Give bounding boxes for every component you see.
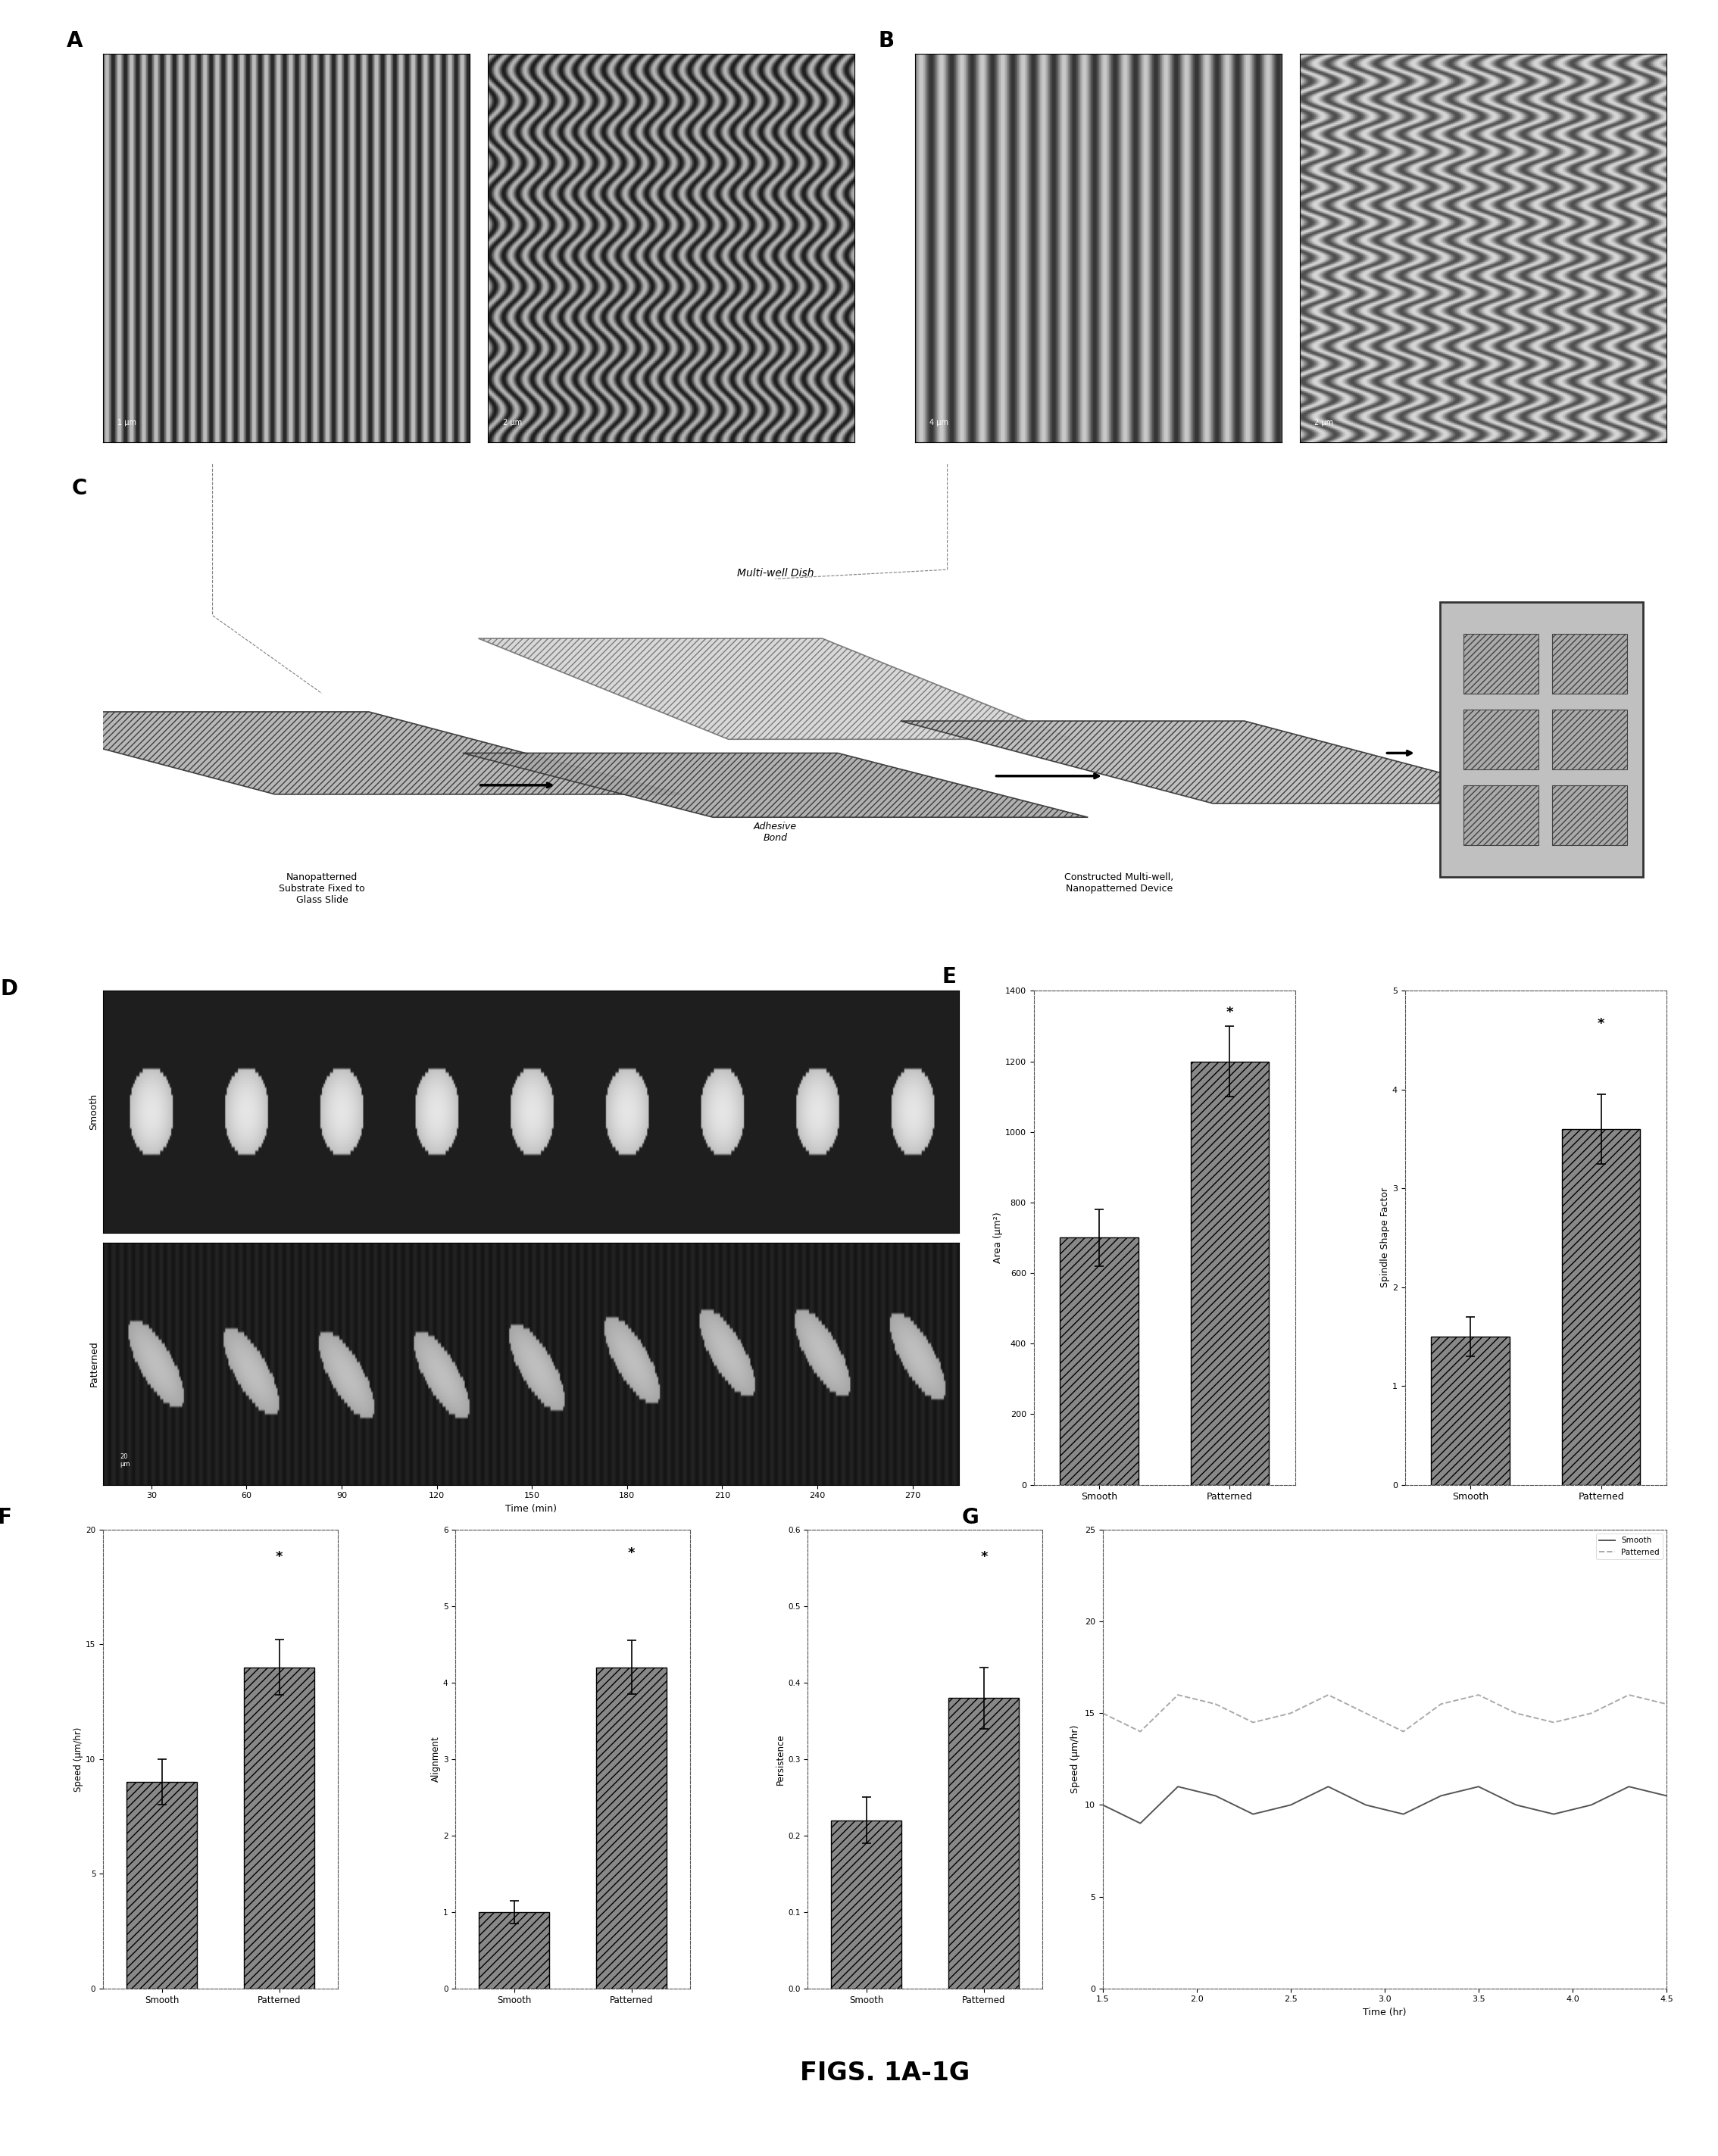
Patterned <box>1618 1682 1639 1708</box>
Patterned <box>1581 1701 1601 1727</box>
Patterned <box>1505 1701 1527 1727</box>
Bar <box>127 1783 198 1988</box>
Text: Constructed Multi-well,
Nanopatterned Device: Constructed Multi-well, Nanopatterned De… <box>1065 873 1173 893</box>
Text: A: A <box>67 30 82 52</box>
Y-axis label: Persistence: Persistence <box>777 1733 785 1785</box>
Text: *: * <box>629 1546 636 1561</box>
Bar <box>596 1667 667 1988</box>
Text: *: * <box>275 1550 283 1565</box>
Text: B: B <box>878 30 893 52</box>
Bar <box>1464 709 1538 770</box>
Text: 2 μm: 2 μm <box>1314 418 1333 427</box>
Bar <box>1562 1130 1641 1485</box>
Patterned <box>1318 1682 1338 1708</box>
Patterned <box>1206 1690 1227 1716</box>
Polygon shape <box>0 711 682 793</box>
Bar <box>1060 1238 1139 1485</box>
Bar <box>479 1912 550 1988</box>
Y-axis label: Smooth: Smooth <box>89 1093 100 1130</box>
Smooth <box>1168 1774 1189 1800</box>
Patterned <box>1130 1718 1151 1744</box>
Bar <box>1553 785 1627 845</box>
Text: Adhesive
Bond: Adhesive Bond <box>754 821 797 843</box>
Y-axis label: Alignment: Alignment <box>431 1736 442 1783</box>
Text: G: G <box>962 1507 979 1529</box>
Smooth <box>1093 1792 1113 1818</box>
Text: 4 μm: 4 μm <box>929 418 948 427</box>
Polygon shape <box>478 638 1072 740</box>
Text: FIGS. 1A-1G: FIGS. 1A-1G <box>801 2061 969 2085</box>
Bar <box>1431 1337 1510 1485</box>
Smooth <box>1242 1800 1263 1826</box>
Bar <box>1553 709 1627 770</box>
Text: *: * <box>981 1550 988 1565</box>
Text: C: C <box>72 479 88 498</box>
Bar <box>948 1699 1019 1988</box>
Bar <box>1464 634 1538 694</box>
Polygon shape <box>462 752 1087 817</box>
Patterned <box>1168 1682 1189 1708</box>
Patterned <box>1469 1682 1490 1708</box>
Y-axis label: Speed (μm/hr): Speed (μm/hr) <box>74 1727 84 1792</box>
Smooth <box>1505 1792 1527 1818</box>
Patterned <box>1431 1690 1452 1716</box>
Smooth <box>1393 1800 1414 1826</box>
Bar <box>1191 1061 1270 1485</box>
Smooth <box>1206 1783 1227 1809</box>
Y-axis label: Speed (μm/hr): Speed (μm/hr) <box>1070 1725 1081 1794</box>
X-axis label: Time (min): Time (min) <box>505 1505 557 1514</box>
Text: F: F <box>0 1507 12 1529</box>
X-axis label: Time (hr): Time (hr) <box>1362 2007 1407 2018</box>
Bar <box>1440 602 1642 877</box>
Patterned <box>1543 1710 1563 1736</box>
Patterned <box>1356 1701 1376 1727</box>
Patterned <box>1242 1710 1263 1736</box>
Text: D: D <box>0 979 17 1000</box>
Bar <box>244 1667 314 1988</box>
Patterned <box>1656 1690 1677 1716</box>
Bar <box>1553 634 1627 694</box>
Smooth <box>1581 1792 1601 1818</box>
Smooth <box>1543 1800 1563 1826</box>
Smooth <box>1618 1774 1639 1800</box>
Y-axis label: Area (μm²): Area (μm²) <box>993 1212 1003 1263</box>
Legend: Smooth, Patterned: Smooth, Patterned <box>1596 1533 1663 1559</box>
Patterned <box>1280 1701 1301 1727</box>
Text: Multi-well Dish: Multi-well Dish <box>737 569 814 578</box>
Smooth <box>1318 1774 1338 1800</box>
Smooth <box>1469 1774 1490 1800</box>
Text: Nanopatterned
Substrate Fixed to
Glass Slide: Nanopatterned Substrate Fixed to Glass S… <box>278 873 364 906</box>
Smooth <box>1431 1783 1452 1809</box>
Bar <box>1464 785 1538 845</box>
Smooth <box>1356 1792 1376 1818</box>
Polygon shape <box>900 720 1557 804</box>
Text: 1 μm: 1 μm <box>119 418 137 427</box>
Line: Smooth: Smooth <box>1103 1787 1666 1824</box>
Text: 2 μm: 2 μm <box>503 418 522 427</box>
Y-axis label: Spindle Shape Factor: Spindle Shape Factor <box>1380 1188 1390 1287</box>
Bar <box>832 1820 902 1988</box>
Text: *: * <box>1598 1018 1605 1031</box>
Text: E: E <box>941 966 957 987</box>
Patterned <box>1393 1718 1414 1744</box>
Text: 20
μm: 20 μm <box>120 1453 131 1468</box>
Smooth <box>1130 1811 1151 1837</box>
Smooth <box>1280 1792 1301 1818</box>
Text: *: * <box>1227 1005 1234 1020</box>
Smooth <box>1656 1783 1677 1809</box>
Line: Patterned: Patterned <box>1103 1695 1666 1731</box>
Y-axis label: Patterned: Patterned <box>89 1341 100 1386</box>
Patterned <box>1093 1701 1113 1727</box>
